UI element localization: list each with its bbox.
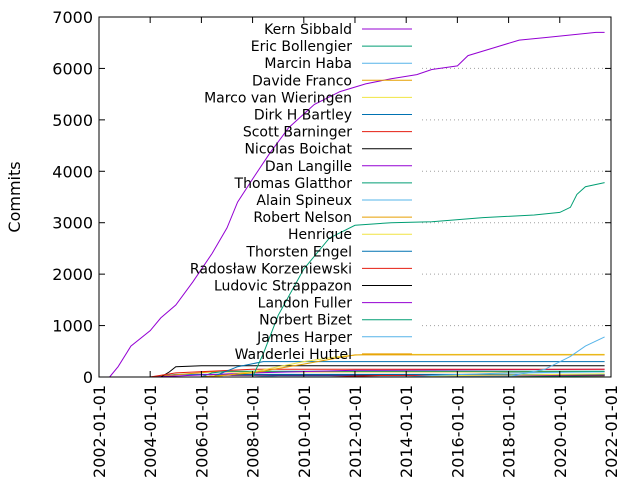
legend-label: Marco van Wieringen: [204, 90, 352, 106]
x-tick-label: 2014-01-01: [397, 385, 416, 478]
x-tick-label: 2018-01-01: [500, 385, 519, 478]
legend-label: James Harper: [256, 330, 352, 346]
y-tick-label: 1000: [52, 317, 93, 336]
x-tick-label: 2006-01-01: [192, 385, 211, 478]
y-tick-label: 0: [83, 368, 93, 387]
y-tick-label: 4000: [52, 162, 93, 181]
legend-label: Wanderlei Huttel: [235, 347, 352, 363]
legend-label: Dan Langille: [265, 159, 352, 175]
series-line-2: [201, 182, 605, 378]
legend-label: Dirk H Bartley: [254, 108, 352, 124]
x-tick-label: 2004-01-01: [141, 385, 160, 478]
legend-label: Eric Bollengier: [251, 39, 352, 55]
legend-label: Thorsten Engel: [245, 244, 352, 260]
legend-label: Henrique: [288, 227, 352, 243]
x-tick-label: 2022-01-01: [602, 385, 621, 478]
y-tick-label: 5000: [52, 111, 93, 130]
series-line-6: [211, 361, 605, 378]
legend-label: Norbert Bizet: [259, 313, 352, 329]
legend-label: Ludovic Strappazon: [214, 279, 352, 295]
series-line-4: [201, 354, 605, 378]
legend-label: Kern Sibbald: [264, 22, 352, 38]
x-tick-label: 2012-01-01: [346, 385, 365, 478]
grid-lines: [422, 67, 611, 327]
plot-frame: [98, 16, 612, 378]
series-line-12: [150, 371, 605, 378]
series-line-7: [150, 368, 605, 378]
legend-label: Nicolas Boichat: [244, 142, 352, 158]
axis-ticks: 0 1000 2000 3000 4000 5000 6000 7000 2002-01-01 2…: [52, 8, 621, 478]
x-tick-label: 2002-01-01: [90, 385, 109, 478]
legend-label: Thomas Glatthor: [234, 176, 353, 192]
y-tick-label: 7000: [52, 8, 93, 27]
y-axis-label: Commits: [5, 161, 24, 232]
series-line-8: [160, 365, 605, 378]
series-line-1: [109, 31, 605, 378]
y-tick-label: 2000: [52, 265, 93, 284]
legend-label: Davide Franco: [252, 73, 352, 89]
legend-label: Scott Barninger: [243, 125, 352, 141]
legend-label: Landon Fuller: [258, 296, 353, 312]
legend-label: Marcin Haba: [264, 56, 352, 72]
legend-label: Alain Spineux: [256, 193, 352, 209]
x-tick-label: 2008-01-01: [244, 385, 263, 478]
x-tick-label: 2010-01-01: [295, 385, 314, 478]
series-line-11: [406, 371, 605, 378]
y-tick-label: 3000: [52, 214, 93, 233]
x-tick-label: 2016-01-01: [448, 385, 467, 478]
x-tick-label: 2020-01-01: [551, 385, 570, 478]
legend-label: Robert Nelson: [253, 210, 352, 226]
legend-label: Radosław Korzeniewski: [190, 261, 352, 277]
y-tick-label: 6000: [52, 59, 93, 78]
